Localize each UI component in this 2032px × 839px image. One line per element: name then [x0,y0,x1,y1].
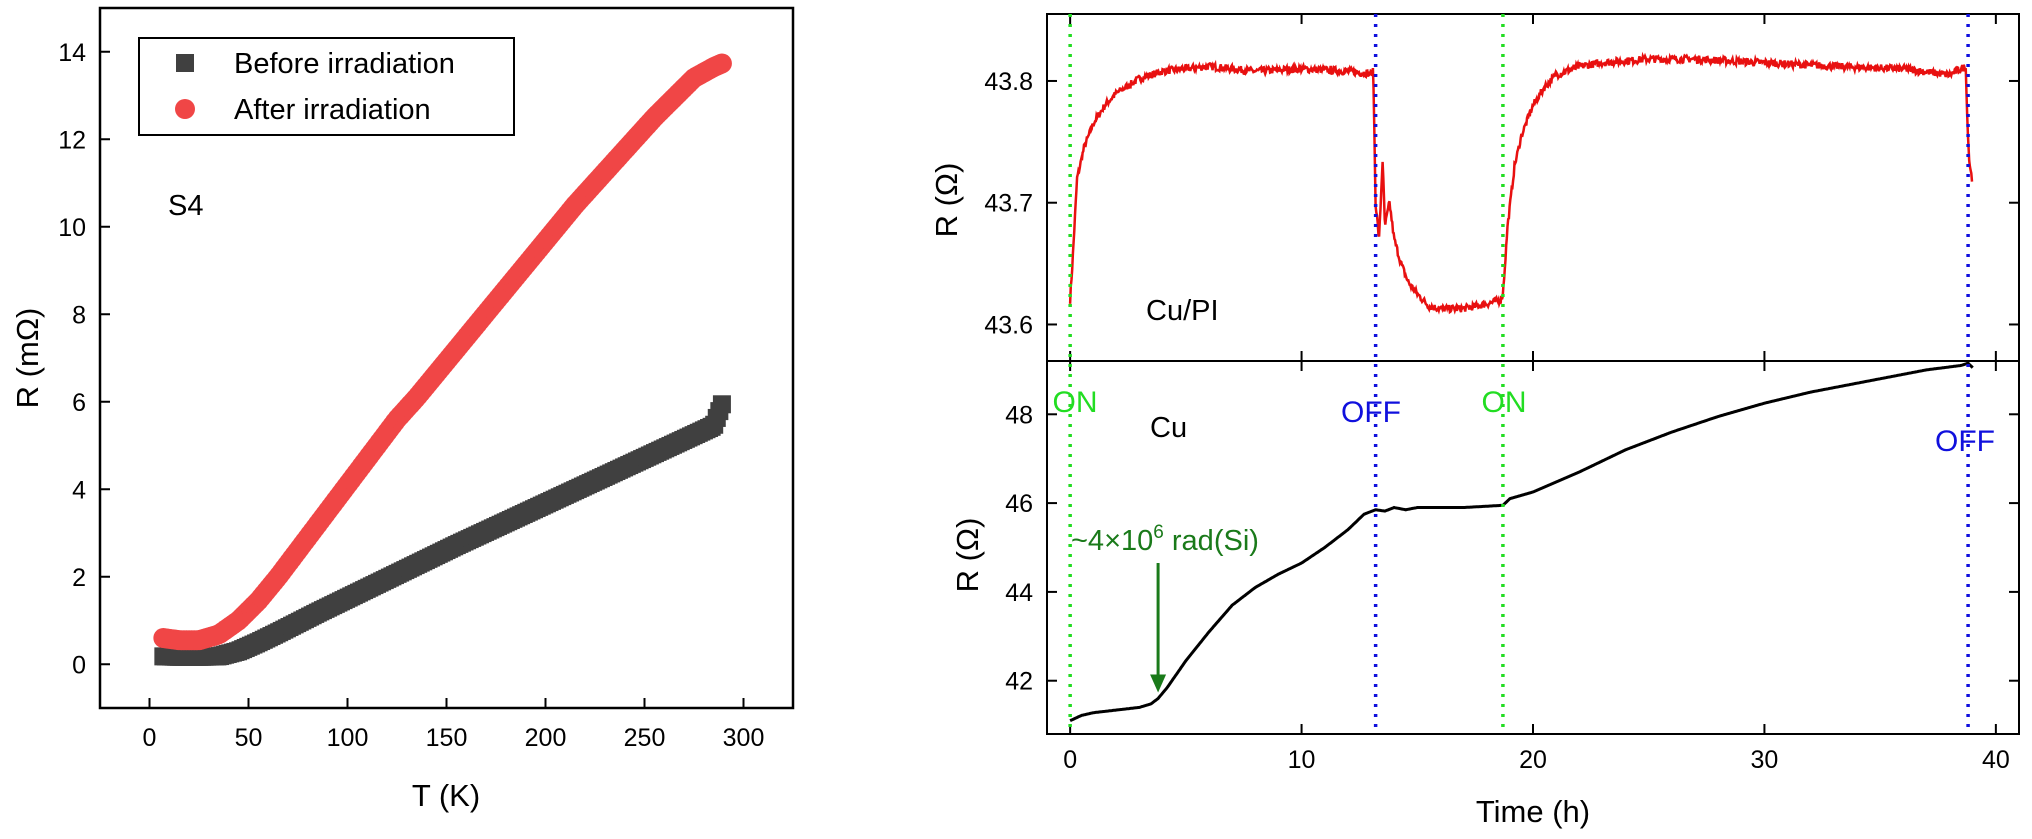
right-bottom-plot-area [1069,361,1974,723]
irradiation-markers: ON OFF ON OFF [1053,14,1995,734]
left-y-tick-label-4: 8 [72,301,86,329]
marker-label-on-2: ON [1482,386,1527,419]
rt-y-tick-label-1: 43.7 [984,190,1033,218]
marker-label-off-3: OFF [1935,425,1995,458]
dose-arrow-head [1150,674,1167,693]
legend-box [138,37,515,136]
left-x-tick-label-5: 250 [624,724,666,752]
left-y-tick-label-6: 12 [58,126,86,154]
left-x-tick-label-2: 100 [327,724,369,752]
right-bottom-axes: 42 44 46 48 0 10 20 30 40 [1005,361,2019,774]
right-bottom-x-axis-label: Time (h) [1476,794,1590,829]
rt-y-tick-label-2: 43.8 [984,68,1033,96]
left-x-tick-label-0: 0 [143,724,157,752]
left-plot-area [153,53,732,666]
rb-x-tick-label-0: 0 [1063,746,1077,774]
dose-annotation-exponent: 6 [1153,522,1164,543]
right-top-panel: 43.6 43.7 43.8 Cu/PI R (Ω) [929,13,2020,362]
left-y-tick-label-3: 6 [72,389,86,417]
legend-marker-before [176,54,194,72]
left-panel: 0 50 100 150 200 250 300 0 2 4 6 8 10 12 14 Before irr… [10,6,795,813]
sample-label-cu: Cu [1150,412,1187,444]
dose-annotation: ~4×106 rad(Si) [1071,522,1259,557]
left-y-tick-label-0: 0 [72,651,86,679]
right-top-plot-area [1068,51,1974,315]
dose-annotation-suffix: rad(Si) [1164,525,1259,557]
rb-y-tick-label-0: 42 [1005,668,1033,696]
left-x-tick-label-3: 150 [426,724,468,752]
rt-y-tick-label-0: 43.6 [984,311,1033,339]
left-axes: 0 50 100 150 200 250 300 0 2 4 6 8 10 12 14 [58,39,764,752]
rb-x-tick-label-2: 20 [1519,746,1547,774]
left-x-tick-label-1: 50 [235,724,263,752]
rb-x-tick-label-4: 40 [1982,746,2010,774]
left-x-tick-label-4: 200 [525,724,567,752]
rb-x-tick-label-3: 30 [1751,746,1779,774]
sample-label-cupi: Cu/PI [1146,295,1219,327]
rb-x-tick-label-1: 10 [1288,746,1316,774]
right-bottom-y-axis-label: R (Ω) [950,518,985,593]
rb-y-tick-label-3: 48 [1005,401,1033,429]
left-y-tick-label-1: 2 [72,564,86,592]
rb-y-tick-label-2: 46 [1005,490,1033,518]
legend-label-before: Before irradiation [234,48,455,80]
right-bottom-panel: 42 44 46 48 0 10 20 30 40 ON OFF ON OFF Cu ~4×106 r… [950,14,2020,829]
left-y-axis-label: R (mΩ) [10,308,45,409]
legend-marker-after [175,99,195,119]
right-top-y-axis-label: R (Ω) [929,163,964,238]
sample-label-s4: S4 [168,190,203,222]
rb-y-tick-label-1: 44 [1005,579,1033,607]
left-y-tick-label-2: 4 [72,476,86,504]
left-x-axis-label: T (K) [412,778,480,813]
before-point [712,395,731,414]
cupi-series-line [1068,51,1974,315]
left-y-tick-label-7: 14 [58,39,86,67]
legend-label-after: After irradiation [234,94,431,126]
left-y-tick-label-5: 10 [58,214,86,242]
cu-series-line [1069,361,1974,723]
dose-arrow [1150,563,1167,693]
marker-label-on-0: ON [1053,386,1098,419]
left-x-tick-label-6: 300 [723,724,765,752]
dose-annotation-prefix: ~4×10 [1071,525,1153,557]
after-point [711,53,732,74]
marker-label-off-1: OFF [1341,396,1401,429]
